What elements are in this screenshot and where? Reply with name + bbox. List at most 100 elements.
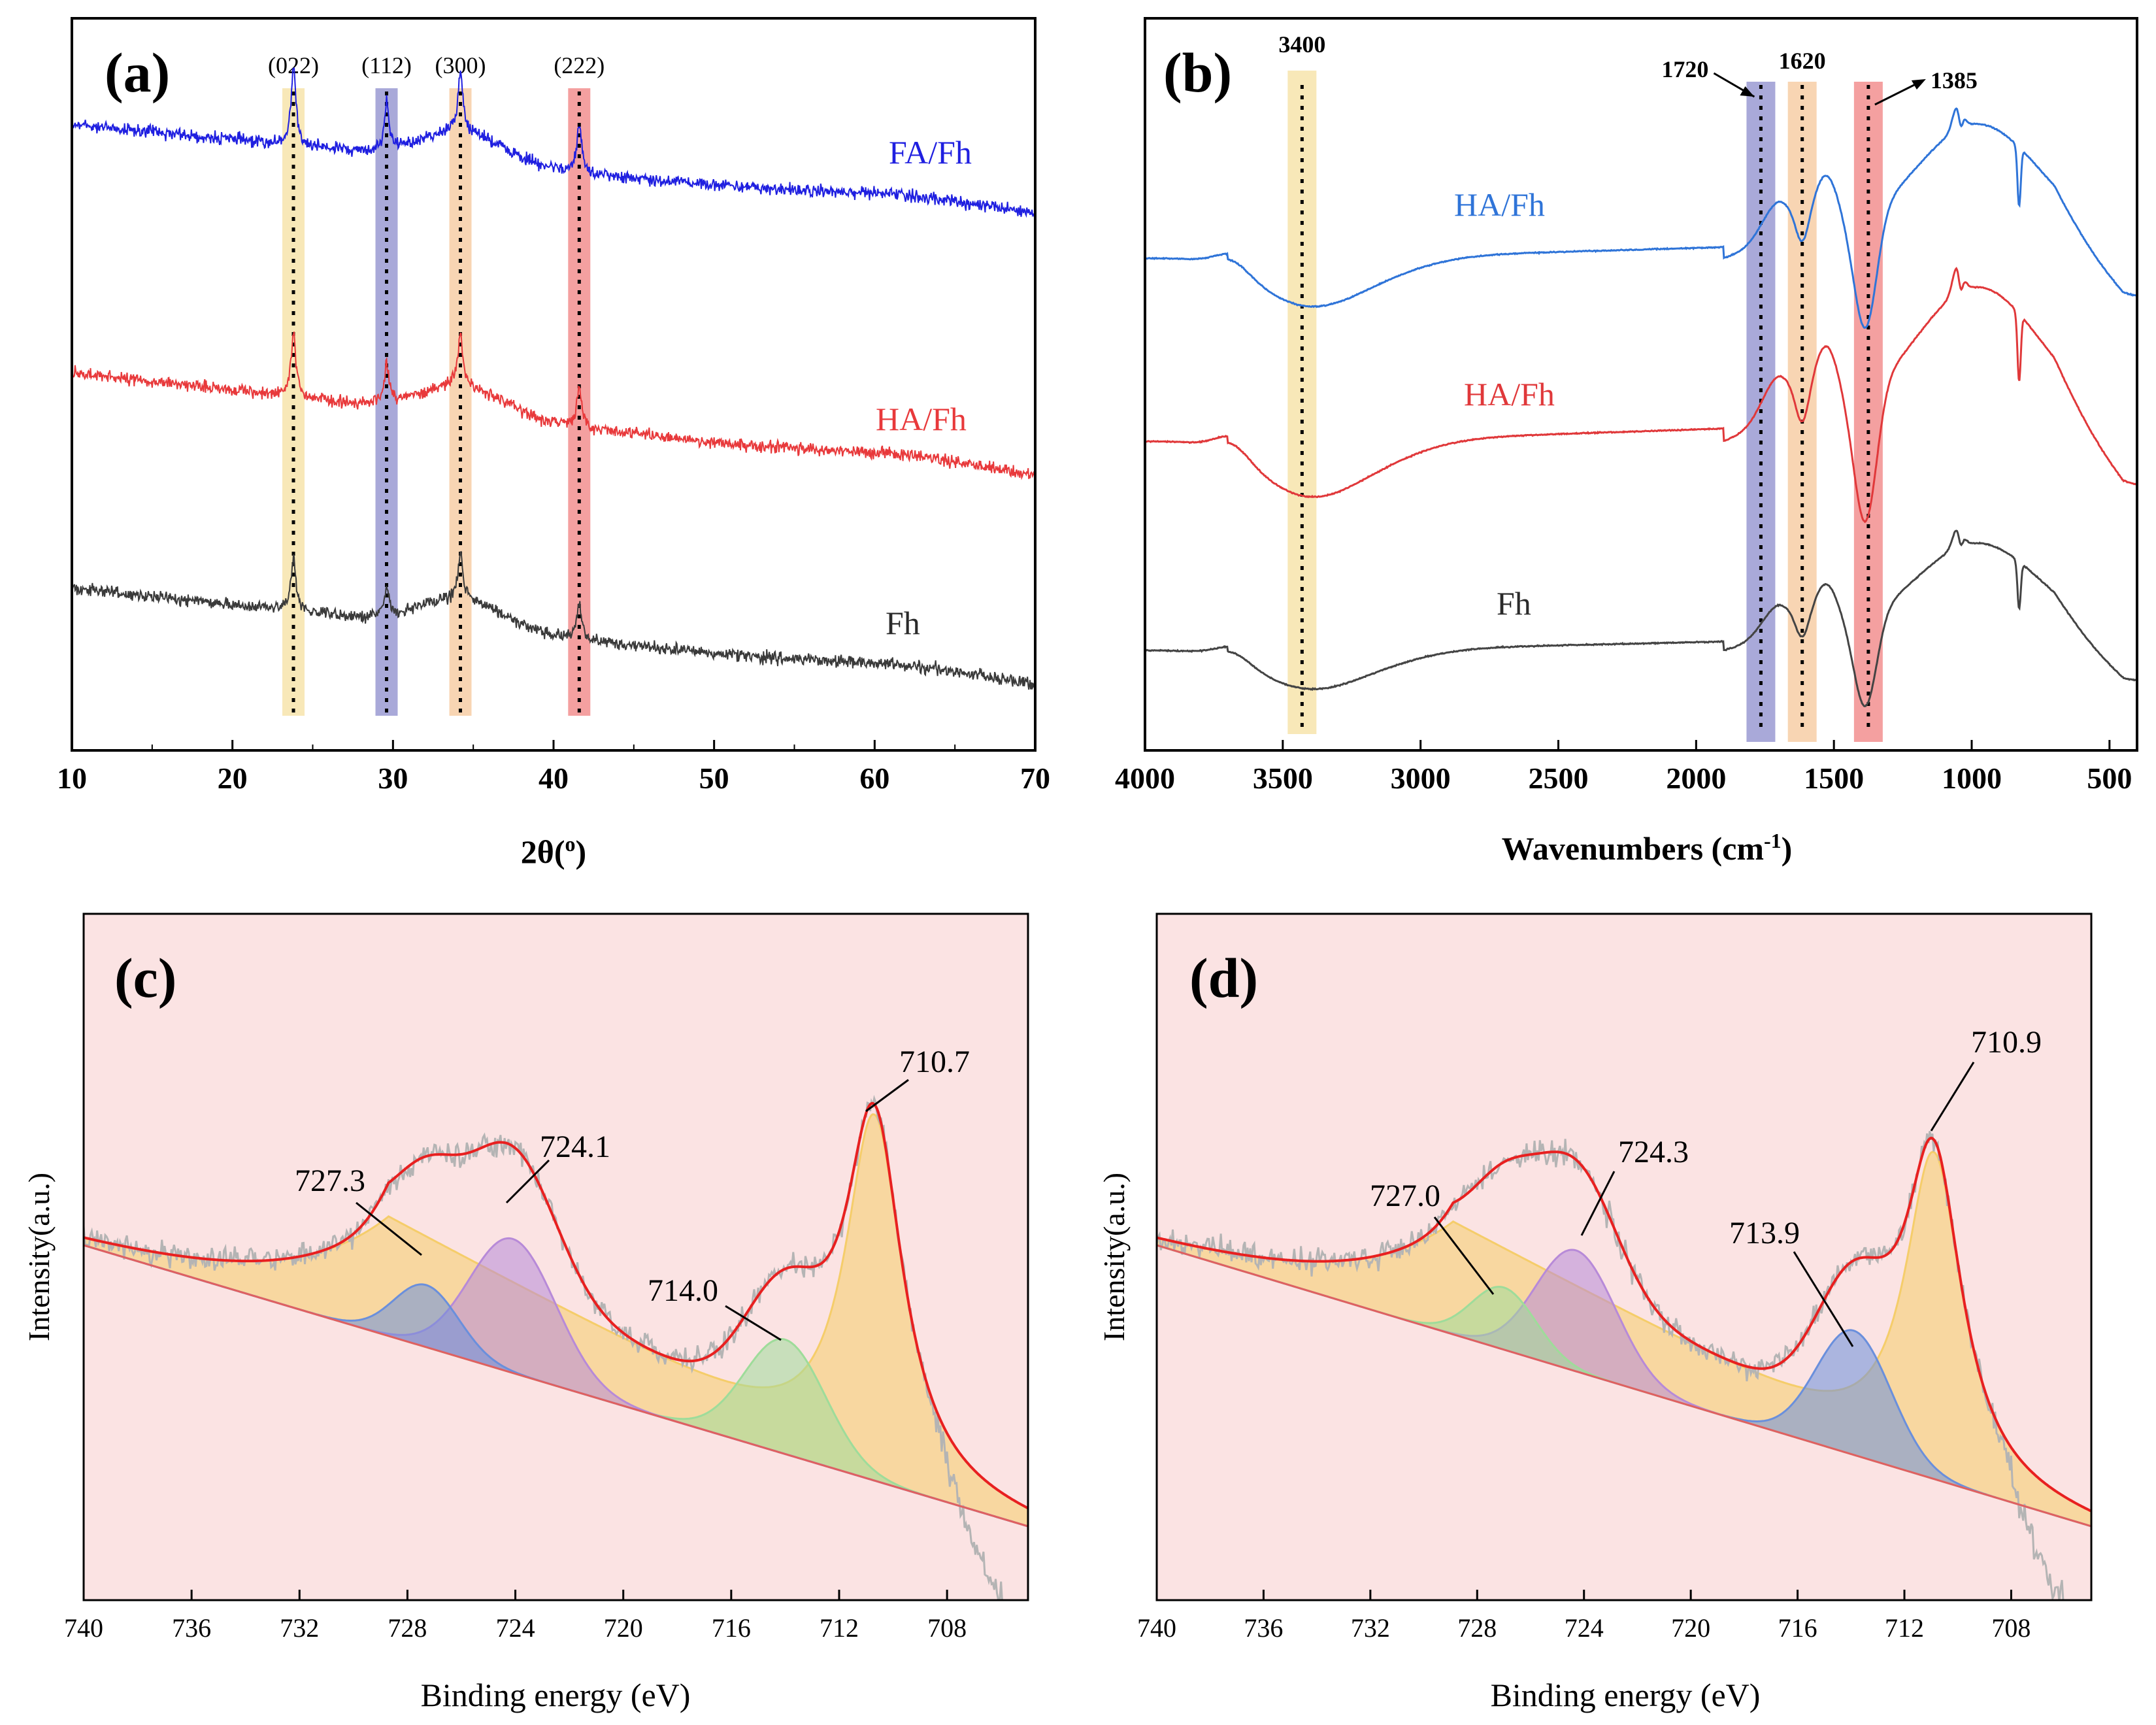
a-tick-label-1: 20 [218, 762, 248, 795]
a-band-2 [449, 88, 472, 716]
d-leader-0 [1930, 1062, 1975, 1131]
a-band-label-0: (022) [268, 52, 319, 78]
c-tick-label-6: 716 [712, 1613, 751, 1643]
panel-d: 740 736 732 728 724 720 716 712 708 710.9 724.3 72… [1097, 913, 2093, 1713]
c-peak-label-1: 724.1 [540, 1130, 610, 1164]
a-series-label-fh: Fh [886, 605, 920, 641]
a-band-3 [568, 88, 591, 716]
b-arrowhead-1385 [1911, 79, 1926, 90]
c-frame [82, 913, 1029, 1601]
b-tick-label-5: 1500 [1804, 762, 1864, 795]
c-tick-label-2: 732 [280, 1613, 319, 1643]
a-tick-label-3: 40 [539, 762, 569, 795]
a-tick-label-0: 10 [57, 762, 87, 795]
a-band-1 [375, 88, 398, 716]
a-tick-label-4: 50 [699, 762, 729, 795]
panel-b: 3400 1720 1620 1385 4000 3500 3000 2500 2000 150… [1115, 17, 2138, 867]
b-tick-label-0: 4000 [1115, 762, 1175, 795]
b-x-axis-label-main: Wavenumbers (cm [1502, 830, 1764, 867]
c-tick-label-8: 708 [927, 1613, 967, 1643]
b-ticks: 4000 3500 3000 2500 2000 1500 1000 500 [1115, 740, 2132, 795]
c-peak-fill-2 [84, 1238, 1028, 1526]
b-bands: 3400 1720 1620 1385 [1278, 31, 1978, 742]
d-leader-2 [1433, 1216, 1495, 1295]
c-leader-3 [725, 1305, 782, 1341]
d-tick-label-0: 740 [1137, 1613, 1176, 1643]
b-x-axis-label-sup: -1 [1764, 829, 1782, 852]
a-ticks: 10 20 30 40 50 60 70 [57, 740, 1050, 795]
d-tick-label-3: 728 [1457, 1613, 1497, 1643]
b-series-line-2 [1145, 529, 2137, 707]
c-peak-label-0: 710.7 [899, 1045, 970, 1079]
d-fit-envelope [1157, 1136, 2091, 1513]
d-ticks: 740 736 732 728 724 720 716 712 708 [1137, 1590, 2031, 1643]
c-y-axis-label: Intensity(a.u.) [22, 1173, 56, 1341]
c-content [84, 1094, 1028, 1600]
b-series-label-3: Fh [1497, 585, 1531, 622]
b-series [1145, 107, 2137, 707]
d-tick-label-7: 712 [1885, 1613, 1924, 1643]
d-peak-label-1: 724.3 [1618, 1135, 1689, 1169]
d-leader-1 [1580, 1171, 1616, 1236]
c-ticks: 740 736 732 728 724 720 716 712 708 [64, 1590, 967, 1643]
b-tick-label-6: 1000 [1942, 762, 2002, 795]
d-leader-3 [1793, 1251, 1854, 1347]
c-tick-label-7: 712 [820, 1613, 859, 1643]
a-series-label-fa: FA/Fh [889, 134, 972, 171]
a-series-line-1 [72, 331, 1035, 480]
d-tick-label-1: 736 [1244, 1613, 1283, 1643]
b-arrow-1385 [1874, 80, 1921, 106]
d-y-axis-label: Intensity(a.u.) [1097, 1173, 1131, 1341]
d-tick-label-8: 708 [1991, 1613, 2031, 1643]
a-tick-label-5: 60 [859, 762, 889, 795]
b-band-label-1: 1720 [1661, 56, 1708, 82]
panel-a: (022) (112) (300) (222) 10 20 30 40 50 60 70 (a) … [57, 17, 1050, 870]
d-peak-label-3: 713.9 [1729, 1216, 1800, 1250]
a-band-0 [282, 88, 305, 716]
d-x-axis-label: Binding energy (eV) [1491, 1677, 1761, 1713]
b-tick-label-4: 2000 [1666, 762, 1726, 795]
a-band-label-3: (222) [554, 52, 605, 78]
a-bands: (022) (112) (300) (222) [268, 52, 605, 716]
b-arrowhead-1720 [1740, 86, 1755, 97]
b-band-label-3: 1385 [1931, 67, 1978, 93]
a-x-axis-label: 2θ(o) [521, 832, 586, 870]
a-tick-label-6: 70 [1020, 762, 1050, 795]
c-annotations: 710.7 724.1 727.3 714.0 [295, 1045, 970, 1341]
b-panel-label: (b) [1163, 41, 1232, 104]
c-panel-label: (c) [114, 946, 176, 1009]
panel-c: 740 736 732 728 724 720 716 712 708 710.7 724.1 72… [22, 913, 1029, 1713]
d-panel-label: (d) [1189, 946, 1258, 1009]
b-tick-label-3: 2500 [1529, 762, 1589, 795]
a-series [72, 67, 1035, 690]
c-leader-1 [505, 1159, 550, 1204]
c-peak-label-3: 714.0 [648, 1273, 718, 1308]
c-peak-label-2: 727.3 [295, 1164, 365, 1198]
b-tick-label-1: 3500 [1253, 762, 1313, 795]
d-frame [1155, 913, 2093, 1601]
c-tick-label-4: 724 [496, 1613, 535, 1643]
a-x-axis-label-main: 2θ( [521, 833, 565, 870]
b-tick-label-2: 3000 [1391, 762, 1451, 795]
b-x-axis-label-end: ) [1782, 830, 1793, 867]
a-band-label-1: (112) [361, 52, 412, 78]
b-tick-label-7: 500 [2087, 762, 2132, 795]
c-leader-0 [865, 1079, 909, 1113]
a-x-axis-label-end: ) [576, 833, 587, 870]
a-series-label-ha: HA/Fh [876, 401, 967, 437]
d-baseline [1157, 1244, 2091, 1528]
b-band-label-2: 1620 [1779, 48, 1826, 74]
c-x-axis-label: Binding energy (eV) [421, 1677, 691, 1713]
d-peak-label-2: 727.0 [1370, 1179, 1440, 1213]
b-band-label-0: 3400 [1278, 31, 1325, 58]
b-series-label-2: HA/Fh [1464, 376, 1555, 412]
a-x-axis-label-sup: o [565, 832, 576, 856]
c-tick-label-3: 728 [388, 1613, 427, 1643]
c-leader-2 [356, 1201, 422, 1256]
d-peak-label-0: 710.9 [1971, 1025, 2042, 1060]
d-content [1157, 1131, 2091, 1600]
d-tick-label-4: 724 [1565, 1613, 1604, 1643]
d-tick-label-6: 716 [1778, 1613, 1817, 1643]
c-fit-envelope [84, 1101, 1028, 1510]
